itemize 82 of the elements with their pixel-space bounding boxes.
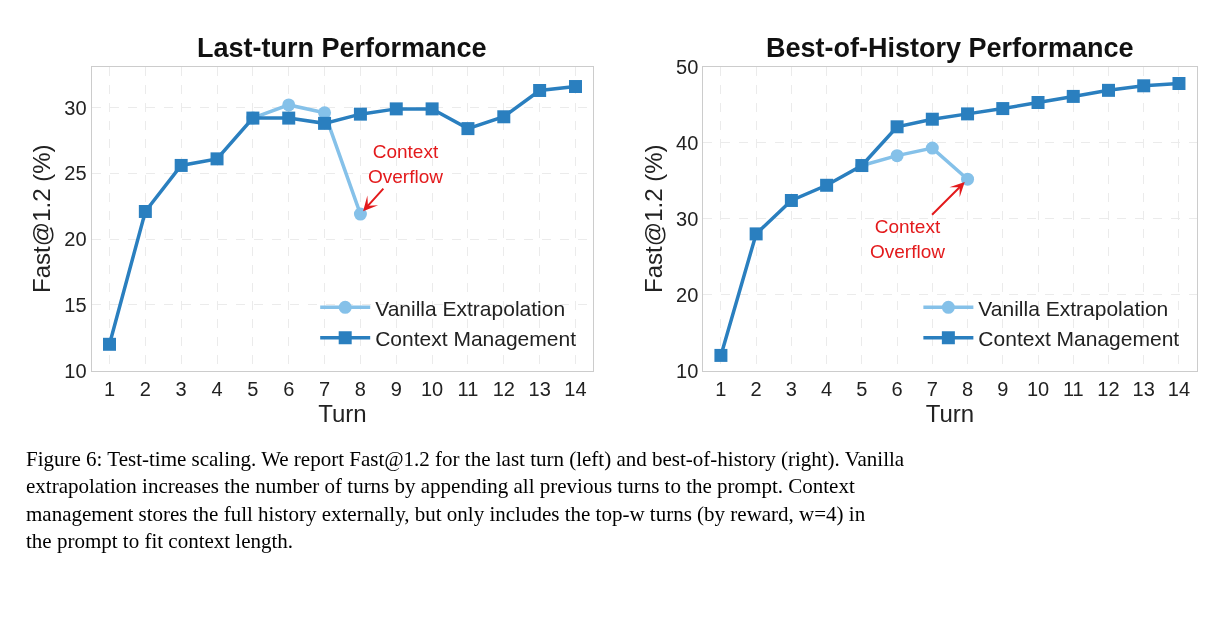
y-tick-label: 30 (64, 96, 87, 119)
x-tick-label: 8 (961, 377, 974, 400)
annotation: Context Overflow (368, 141, 444, 187)
x-tick-label: 4 (821, 377, 833, 400)
point (961, 107, 975, 121)
point (102, 337, 116, 351)
x-tick-label: 9 (390, 377, 402, 400)
x-tick-label: 4 (211, 377, 223, 400)
point (353, 107, 367, 121)
x-tick-label: 9 (997, 377, 1009, 400)
y-tick-label: 20 (676, 283, 699, 306)
y-tick-label: 10 (676, 359, 699, 382)
x-axis-title: Turn (318, 399, 367, 427)
x-tick-label: 11 (1062, 377, 1084, 400)
x-tick-label: 1 (103, 377, 116, 400)
point (996, 102, 1010, 116)
x-tick-label: 2 (750, 377, 762, 400)
x-tick-label: 6 (283, 377, 295, 400)
y-axis-title: Fast@1.2 (%) (640, 144, 668, 293)
chart-title: Last-turn Performance (197, 33, 487, 63)
x-tick-label: 7 (319, 377, 331, 400)
point (925, 112, 939, 126)
x-tick-label: 1 (715, 377, 727, 400)
point (389, 102, 403, 116)
x-tick-label: 10 (1026, 377, 1050, 400)
x-tick-label: 3 (175, 377, 187, 400)
legend-label: Vanilla Extrapolation (978, 296, 1169, 320)
annotation: Context Overflow (870, 216, 946, 262)
y-tick-label: 10 (64, 359, 87, 382)
x-axis-title: Turn (925, 399, 975, 427)
x-tick-label: 3 (785, 377, 797, 400)
point (425, 102, 439, 116)
y-tick-label: 20 (64, 228, 87, 251)
point (174, 158, 188, 172)
caption: Figure 6: Test-time scaling. We report Fast@1.2 for the last turn (left) and best-of-history (right). Vanilla extrapolation increases the number of turns by appending all previous turns to the prompt. Context management stores the full history externally, but only includes the top-w turns (by reward, w=4) in the prompt to fit context length. (26, 447, 905, 553)
x-tick-label: 5 (856, 377, 868, 400)
point (568, 80, 582, 94)
x-tick-label: 13 (1132, 377, 1155, 400)
y-tick-label: 50 (676, 55, 699, 78)
point (925, 141, 939, 155)
point (1031, 96, 1045, 109)
legend-label: Context Management (978, 326, 1180, 350)
legend-label: Context Management (375, 326, 577, 350)
x-tick-label: 6 (891, 377, 903, 400)
point (1172, 77, 1186, 91)
y-tick-label: 40 (676, 131, 699, 154)
x-tick-label: 14 (564, 377, 587, 400)
chart-title: Best-of-History Performance (766, 33, 1134, 63)
point (318, 116, 332, 130)
point (1137, 79, 1151, 93)
x-tick-label: 13 (528, 377, 551, 400)
legend-label: Vanilla Extrapolation (375, 296, 566, 320)
y-tick-label: 15 (64, 293, 87, 316)
point (353, 207, 367, 221)
x-tick-label: 7 (926, 377, 938, 400)
point (533, 83, 547, 97)
point (138, 204, 152, 218)
y-tick-label: 30 (676, 207, 699, 230)
point (497, 110, 511, 124)
point (961, 172, 975, 186)
point (1102, 83, 1115, 97)
point (210, 152, 224, 166)
point (282, 98, 296, 112)
point (749, 227, 763, 241)
point (282, 111, 296, 125)
point (890, 149, 904, 163)
point (714, 348, 728, 362)
point (890, 120, 904, 134)
x-tick-label: 2 (139, 377, 151, 400)
x-tick-label: 14 (1167, 377, 1191, 400)
point (461, 122, 475, 136)
point (1066, 89, 1080, 103)
x-tick-label: 12 (492, 377, 515, 400)
x-tick-label: 12 (1097, 377, 1120, 400)
point (784, 193, 798, 207)
y-tick-label: 25 (64, 162, 87, 185)
x-tick-label: 11 (457, 377, 479, 400)
x-tick-label: 8 (354, 377, 366, 400)
y-axis-title: Fast@1.2 (%) (28, 144, 56, 293)
point (820, 178, 834, 192)
x-tick-label: 5 (247, 377, 259, 400)
x-tick-label: 10 (420, 377, 444, 400)
